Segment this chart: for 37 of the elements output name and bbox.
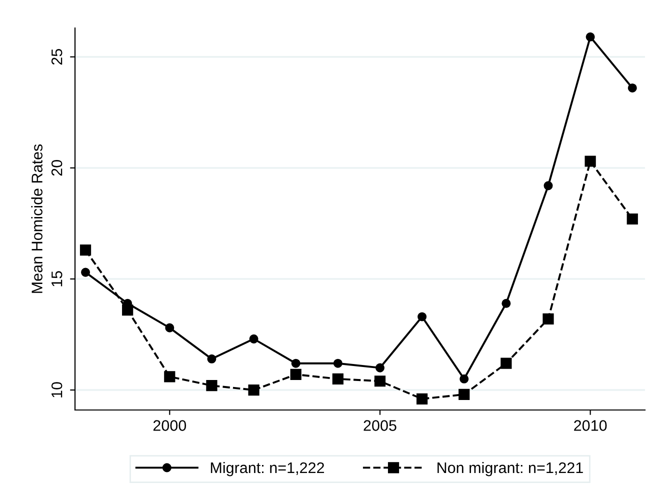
point (626, 213, 638, 225)
point (500, 358, 512, 369)
point (249, 334, 258, 344)
y-tick-label: 20 (51, 160, 62, 176)
point (374, 376, 386, 387)
x-tick-label: 2010 (574, 420, 607, 431)
point (544, 181, 553, 190)
y-tick-label: 25 (51, 49, 62, 65)
point (416, 393, 428, 404)
point (460, 374, 469, 384)
point (81, 268, 90, 277)
x-tick-label: 2005 (364, 420, 396, 431)
y-tick-label: 10 (51, 382, 62, 398)
point (164, 371, 176, 382)
point (418, 312, 427, 322)
point (206, 380, 218, 392)
point (165, 323, 174, 332)
point (586, 32, 595, 42)
point (332, 373, 344, 384)
point (375, 363, 384, 372)
point (291, 358, 300, 368)
point (628, 83, 637, 92)
point (207, 354, 216, 364)
y-tick-label: 15 (52, 271, 62, 286)
point (542, 313, 554, 324)
legend-label: Non migrant: n=1,221 (438, 462, 583, 476)
point (502, 298, 511, 308)
point (80, 244, 92, 256)
legend-label: Migrant: n=1,222 (210, 462, 324, 476)
x-tick-label: 2000 (153, 420, 186, 431)
point (333, 358, 342, 368)
point (248, 384, 260, 396)
point (584, 156, 596, 167)
y-axis-title: Mean Homicide Rates (31, 144, 42, 293)
point (290, 368, 302, 380)
point (458, 388, 470, 400)
point (122, 304, 134, 316)
